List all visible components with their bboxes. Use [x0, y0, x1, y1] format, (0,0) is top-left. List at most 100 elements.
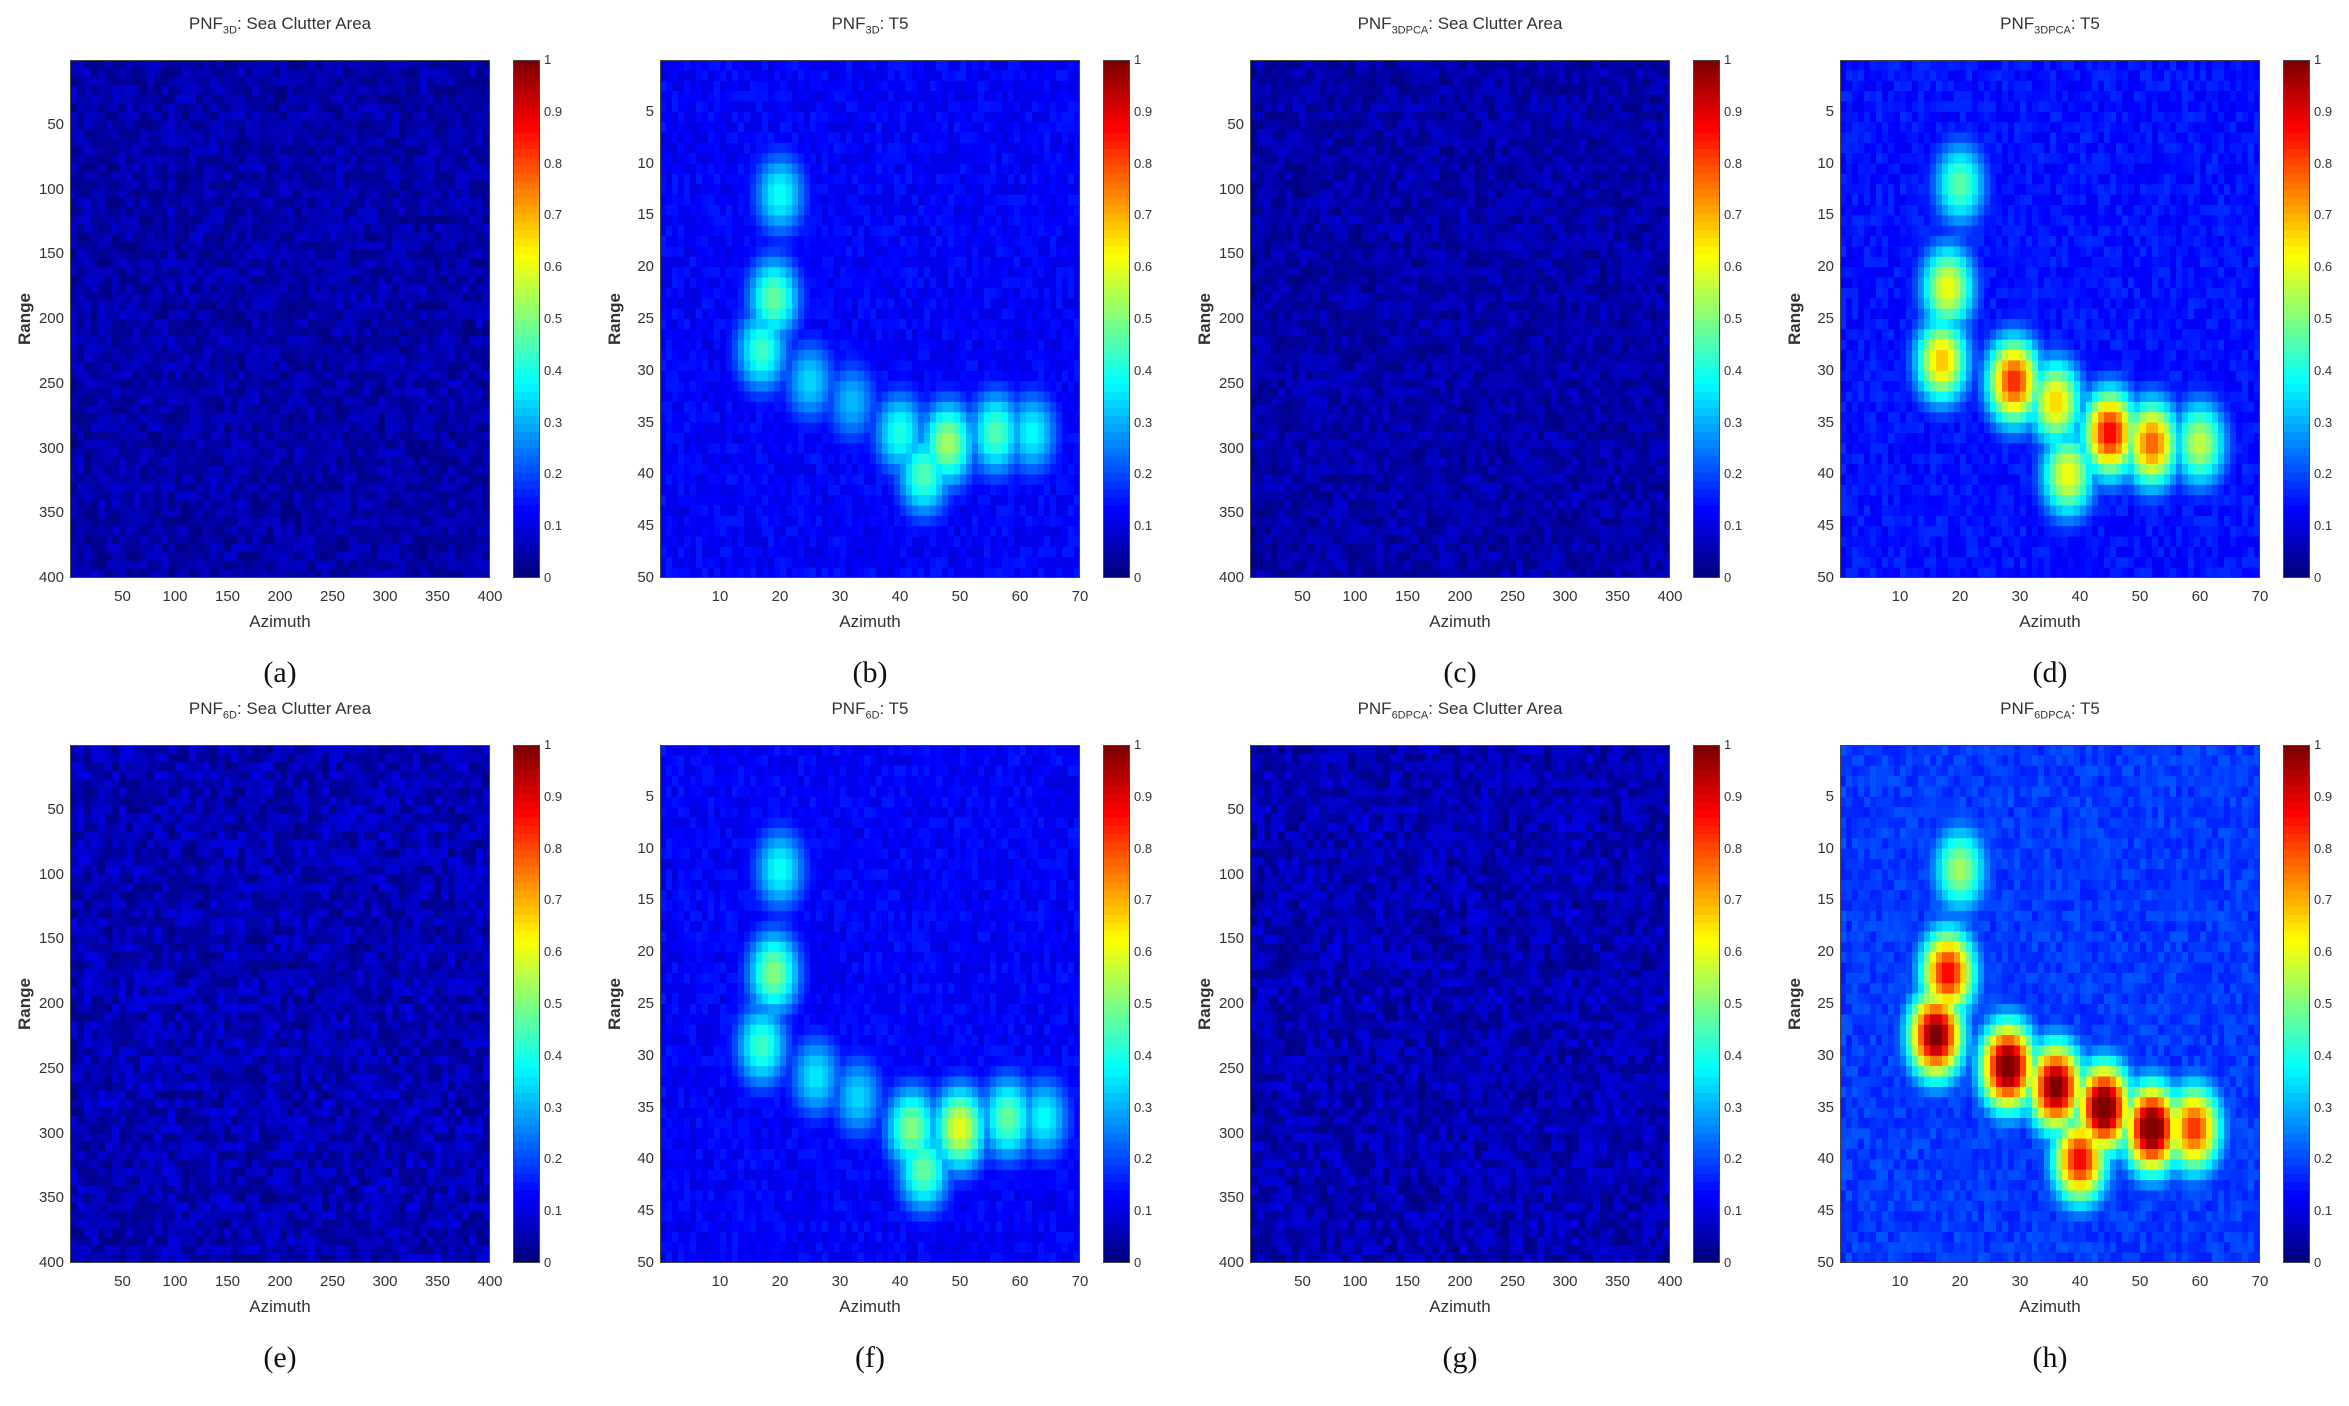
- heatmap-cell: [476, 249, 484, 260]
- heatmap-cell: [798, 122, 805, 134]
- heatmap-cell: [1068, 225, 1075, 237]
- heatmap-cell: [455, 275, 463, 285]
- heatmap-cell: [996, 163, 1003, 175]
- heatmap-cell: [280, 336, 288, 346]
- heatmap-cell: [966, 173, 973, 185]
- heatmap-cell: [912, 132, 919, 144]
- heatmap-cell: [315, 508, 323, 519]
- heatmap-cell: [364, 249, 372, 260]
- heatmap-cell: [455, 448, 463, 458]
- heatmap-cell: [684, 91, 691, 103]
- heatmap-cell: [315, 431, 323, 441]
- heatmap-cell: [161, 293, 169, 303]
- heatmap-cell: [105, 508, 113, 519]
- heatmap-cell: [364, 172, 372, 182]
- heatmap-cell: [828, 194, 835, 206]
- heatmap-cell: [140, 94, 148, 104]
- heatmap-cell: [168, 560, 176, 570]
- heatmap-cell: [840, 132, 847, 144]
- heatmap-cell: [455, 215, 463, 225]
- heatmap-cell: [1056, 184, 1063, 196]
- heatmap-cell: [406, 68, 414, 78]
- heatmap-cell: [315, 129, 323, 139]
- heatmap-cell: [399, 448, 407, 458]
- heatmap-cell: [112, 319, 120, 329]
- heatmap-cell: [329, 85, 337, 96]
- heatmap-cell: [224, 154, 232, 165]
- heatmap-cell: [392, 77, 400, 87]
- heatmap-cell: [210, 465, 218, 475]
- heatmap-cell: [308, 146, 316, 156]
- heatmap-cell: [126, 396, 134, 406]
- heatmap-cell: [238, 103, 246, 113]
- heatmap-cell: [147, 465, 155, 475]
- heatmap-cell: [768, 122, 775, 134]
- heatmap-cell: [978, 142, 985, 154]
- heatmap-cell: [427, 465, 435, 475]
- heatmap-cell: [308, 552, 316, 562]
- heatmap-cell: [238, 215, 246, 225]
- heatmap-cell: [238, 327, 246, 337]
- heatmap-cell: [70, 474, 78, 484]
- heatmap-cell: [336, 60, 344, 70]
- heatmap-cell: [918, 236, 925, 248]
- heatmap-cell: [105, 327, 113, 337]
- heatmap-cell: [385, 362, 393, 372]
- heatmap-cell: [364, 319, 372, 329]
- heatmap-cell: [840, 194, 847, 206]
- heatmap-cell: [894, 60, 901, 71]
- colorbar-tick-label: 0.7: [544, 207, 562, 222]
- heatmap-cell: [182, 198, 190, 208]
- heatmap-cell: [77, 517, 85, 527]
- heatmap-cell: [161, 284, 169, 294]
- heatmap-cell: [1074, 142, 1080, 154]
- heatmap-cell: [238, 457, 246, 467]
- heatmap-cell: [189, 224, 197, 234]
- heatmap-cell: [434, 552, 442, 562]
- heatmap-cell: [70, 560, 78, 570]
- heatmap-cell: [77, 465, 85, 475]
- heatmap-cell: [210, 405, 218, 415]
- heatmap-cell: [1068, 163, 1075, 175]
- heatmap-cell: [942, 70, 949, 82]
- heatmap-cell: [168, 120, 176, 130]
- heatmap-cell: [231, 172, 239, 182]
- heatmap-cell: [448, 457, 456, 467]
- heatmap-cell: [161, 258, 169, 268]
- heatmap-cell: [476, 267, 484, 277]
- heatmap-cell: [684, 60, 691, 71]
- heatmap-cell: [462, 198, 470, 208]
- heatmap-cell: [399, 344, 407, 355]
- heatmap-cell: [984, 91, 991, 103]
- heatmap-cell: [70, 517, 78, 527]
- heatmap-cell: [399, 534, 407, 544]
- heatmap-cell: [189, 344, 197, 355]
- heatmap-cell: [385, 267, 393, 277]
- heatmap-cell: [238, 474, 246, 484]
- heatmap-cell: [77, 543, 85, 553]
- heatmap-cell: [434, 293, 442, 303]
- heatmap-cell: [98, 534, 106, 544]
- heatmap-cell: [224, 405, 232, 415]
- heatmap-cell: [336, 508, 344, 519]
- heatmap-cell: [133, 301, 141, 311]
- heatmap-cell: [259, 224, 267, 234]
- heatmap-cell: [476, 508, 484, 519]
- heatmap-cell: [119, 103, 127, 113]
- heatmap-cell: [483, 362, 490, 372]
- heatmap-cell: [245, 405, 253, 415]
- heatmap-cell: [231, 267, 239, 277]
- heatmap-cell: [720, 80, 727, 92]
- heatmap-cell: [876, 122, 883, 134]
- heatmap-cell: [217, 120, 225, 130]
- heatmap-cell: [273, 336, 281, 346]
- heatmap-cell: [336, 206, 344, 216]
- heatmap-cell: [259, 491, 267, 501]
- heatmap-cell: [990, 60, 997, 71]
- heatmap-cell: [900, 142, 907, 154]
- heatmap-cell: [154, 284, 162, 294]
- heatmap-cell: [888, 153, 895, 165]
- heatmap-cell: [336, 569, 344, 578]
- heatmap-cell: [280, 534, 288, 544]
- heatmap-cell: [322, 103, 330, 113]
